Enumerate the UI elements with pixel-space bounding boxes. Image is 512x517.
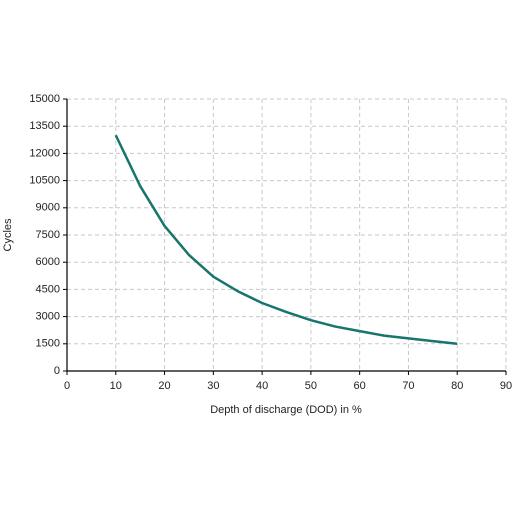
x-tick-label: 40 <box>256 380 268 392</box>
y-tick-label: 0 <box>54 365 60 377</box>
x-tick-label: 60 <box>354 380 366 392</box>
y-tick-label: 7500 <box>36 229 60 241</box>
y-tick-label: 3000 <box>36 311 60 323</box>
y-tick-label: 13500 <box>29 120 60 132</box>
y-tick-label: 1500 <box>36 338 60 350</box>
y-tick-label: 10500 <box>29 175 60 187</box>
y-axis-label: Cycles <box>2 218 14 252</box>
x-tick-label: 80 <box>451 380 463 392</box>
y-tick-label: 4500 <box>36 283 60 295</box>
x-tick-label: 50 <box>305 380 317 392</box>
y-tick-label: 6000 <box>36 256 60 268</box>
x-axis-label: Depth of discharge (DOD) in % <box>210 404 362 416</box>
x-tick-label: 30 <box>207 380 219 392</box>
y-tick-label: 12000 <box>29 147 60 159</box>
x-tick-label: 90 <box>500 380 512 392</box>
x-tick-label: 20 <box>158 380 170 392</box>
x-tick-label: 10 <box>110 380 122 392</box>
x-tick-label: 70 <box>402 380 414 392</box>
y-tick-label: 15000 <box>29 93 60 105</box>
x-tick-label: 0 <box>64 380 70 392</box>
y-tick-label: 9000 <box>36 202 60 214</box>
line-series <box>114 134 458 346</box>
